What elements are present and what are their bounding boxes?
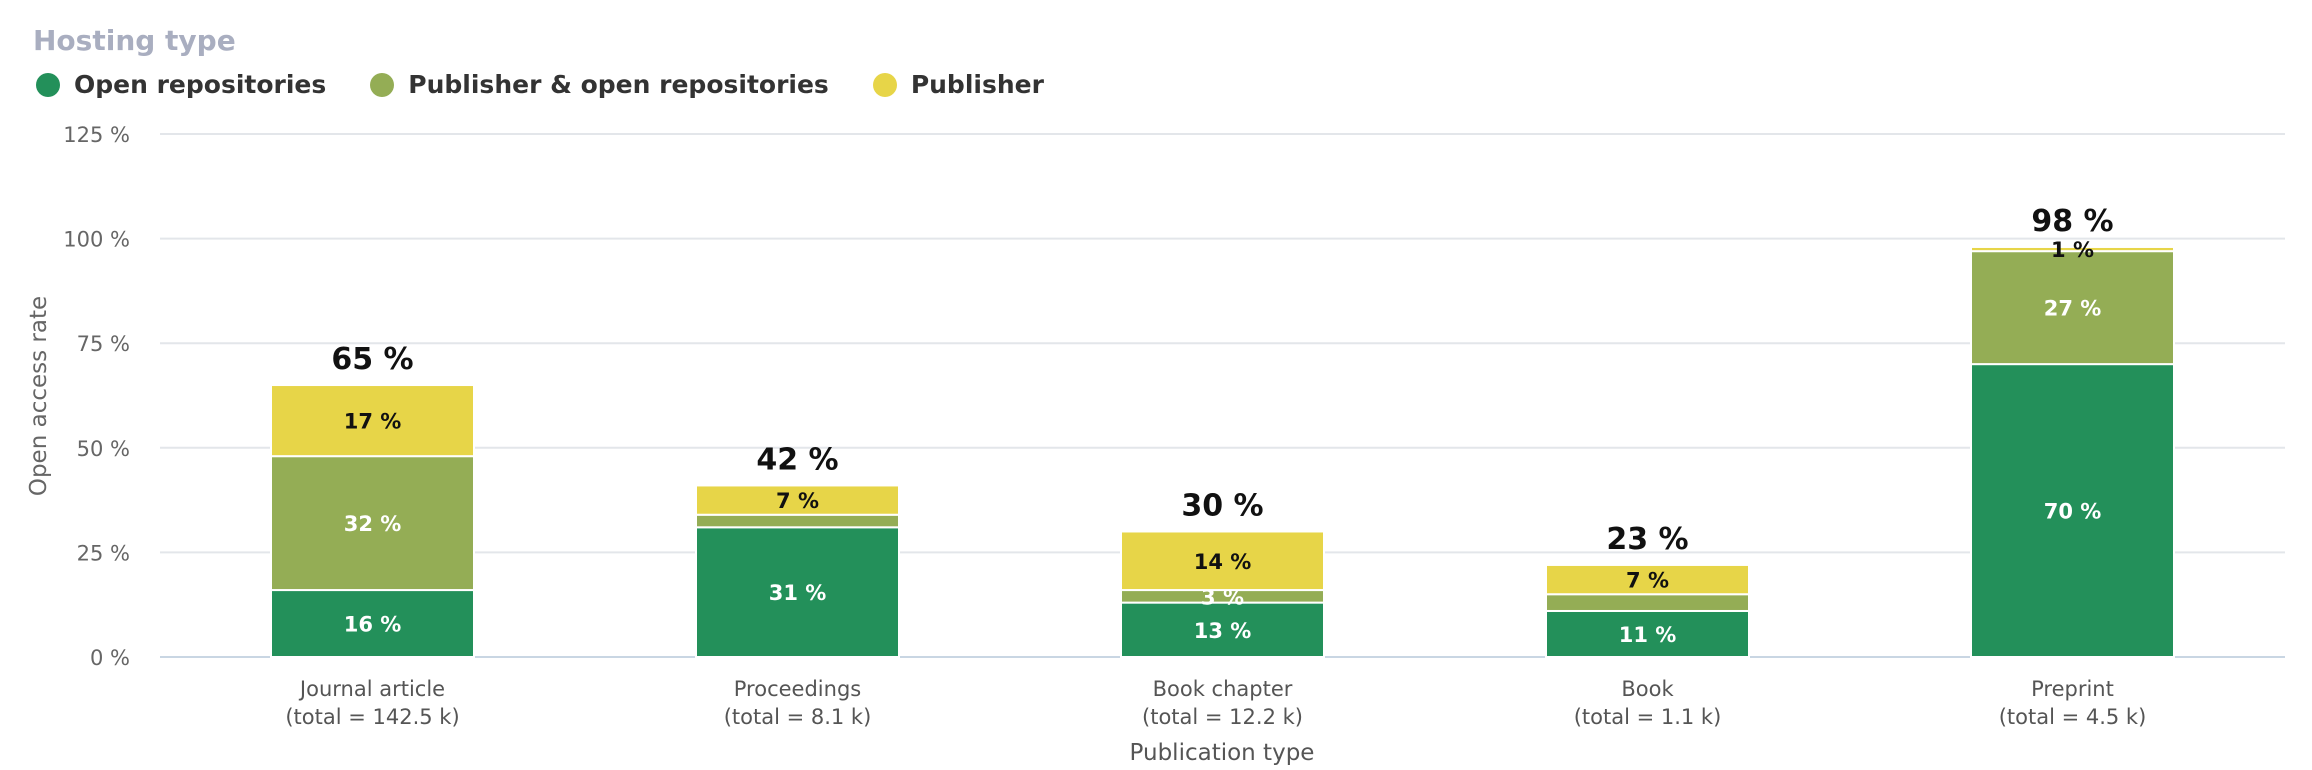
legend-item-publisher-and-open-repositories[interactable]: Publisher & open repositories <box>370 70 829 99</box>
bar-segment-publisher-and-open-repositories <box>1545 593 1750 612</box>
data-label: 7 % <box>776 489 819 513</box>
data-label: 17 % <box>344 410 402 434</box>
bar-total-label: 42 % <box>756 442 838 477</box>
x-tick-total-label: (total = 12.2 k) <box>1142 705 1303 729</box>
bar-segment-publisher-and-open-repositories <box>695 513 900 529</box>
x-tick-total-label: (total = 142.5 k) <box>285 705 459 729</box>
x-tick-total-label: (total = 4.5 k) <box>1999 705 2147 729</box>
bar-total-label: 98 % <box>2031 204 2113 239</box>
x-tick-label: Book <box>1621 677 1674 701</box>
x-tick-label: Preprint <box>2031 677 2114 701</box>
data-label: 14 % <box>1194 550 1252 574</box>
bar-segment-open-repositories <box>1970 363 2175 658</box>
data-label: 16 % <box>344 613 402 637</box>
bar-segment-publisher <box>1970 245 2175 253</box>
bar-segment-publisher <box>695 484 900 516</box>
y-tick-label: 125 % <box>63 123 130 147</box>
data-label: 27 % <box>2044 297 2102 321</box>
bar-segment-open-repositories <box>270 589 475 659</box>
data-label: 1 % <box>2051 238 2094 262</box>
bar-segment-open-repositories <box>695 526 900 659</box>
bar-total-label: 65 % <box>331 342 413 377</box>
legend-label-publisher: Publisher <box>910 70 1044 99</box>
legend-item-publisher[interactable]: Publisher <box>872 70 1044 99</box>
bar-segment-publisher-and-open-repositories <box>270 455 475 592</box>
x-tick-label: Journal article <box>298 677 445 701</box>
data-label: 11 % <box>1619 623 1677 647</box>
bar-total-label: 30 % <box>1181 488 1263 523</box>
x-axis-title: Publication type <box>1130 740 1315 766</box>
legend-label-open-repositories: Open repositories <box>74 70 327 99</box>
y-tick-label: 75 % <box>77 332 130 356</box>
bar-segment-open-repositories <box>1120 601 1325 658</box>
data-label: 32 % <box>344 512 402 536</box>
legend-item-open-repositories[interactable]: Open repositories <box>36 70 326 99</box>
bar-segment-open-repositories <box>1545 609 1750 659</box>
data-label: 70 % <box>2044 500 2102 524</box>
legend-label-publisher-and-open-repositories: Publisher & open repositories <box>408 70 829 99</box>
data-label: 31 % <box>769 581 827 605</box>
bar-total-label: 23 % <box>1606 522 1688 557</box>
y-tick-label: 50 % <box>77 437 130 461</box>
y-tick-label: 25 % <box>77 541 130 565</box>
x-tick-total-label: (total = 1.1 k) <box>1574 705 1722 729</box>
legend-title: Hosting type <box>33 24 236 57</box>
x-tick-label: Proceedings <box>734 677 861 701</box>
legend-marker-publisher-and-open-repositories <box>370 72 395 97</box>
y-tick-label: 0 % <box>90 646 130 670</box>
bar-segment-publisher <box>1545 563 1750 596</box>
x-tick-label: Book chapter <box>1153 677 1293 701</box>
y-axis-title: Open access rate <box>26 296 52 496</box>
bar-segment-publisher <box>1120 530 1325 592</box>
data-label: 13 % <box>1194 619 1252 643</box>
legend-marker-open-repositories <box>36 72 60 97</box>
y-tick-label: 100 % <box>63 228 130 252</box>
data-label: 7 % <box>1626 569 1669 593</box>
bar-segment-publisher <box>270 384 475 458</box>
legend-marker-publisher <box>872 72 897 97</box>
x-tick-total-label: (total = 8.1 k) <box>724 705 872 729</box>
legend: Open repositories Publisher & open repos… <box>36 70 1088 99</box>
bar-segment-publisher-and-open-repositories <box>1970 250 2175 366</box>
